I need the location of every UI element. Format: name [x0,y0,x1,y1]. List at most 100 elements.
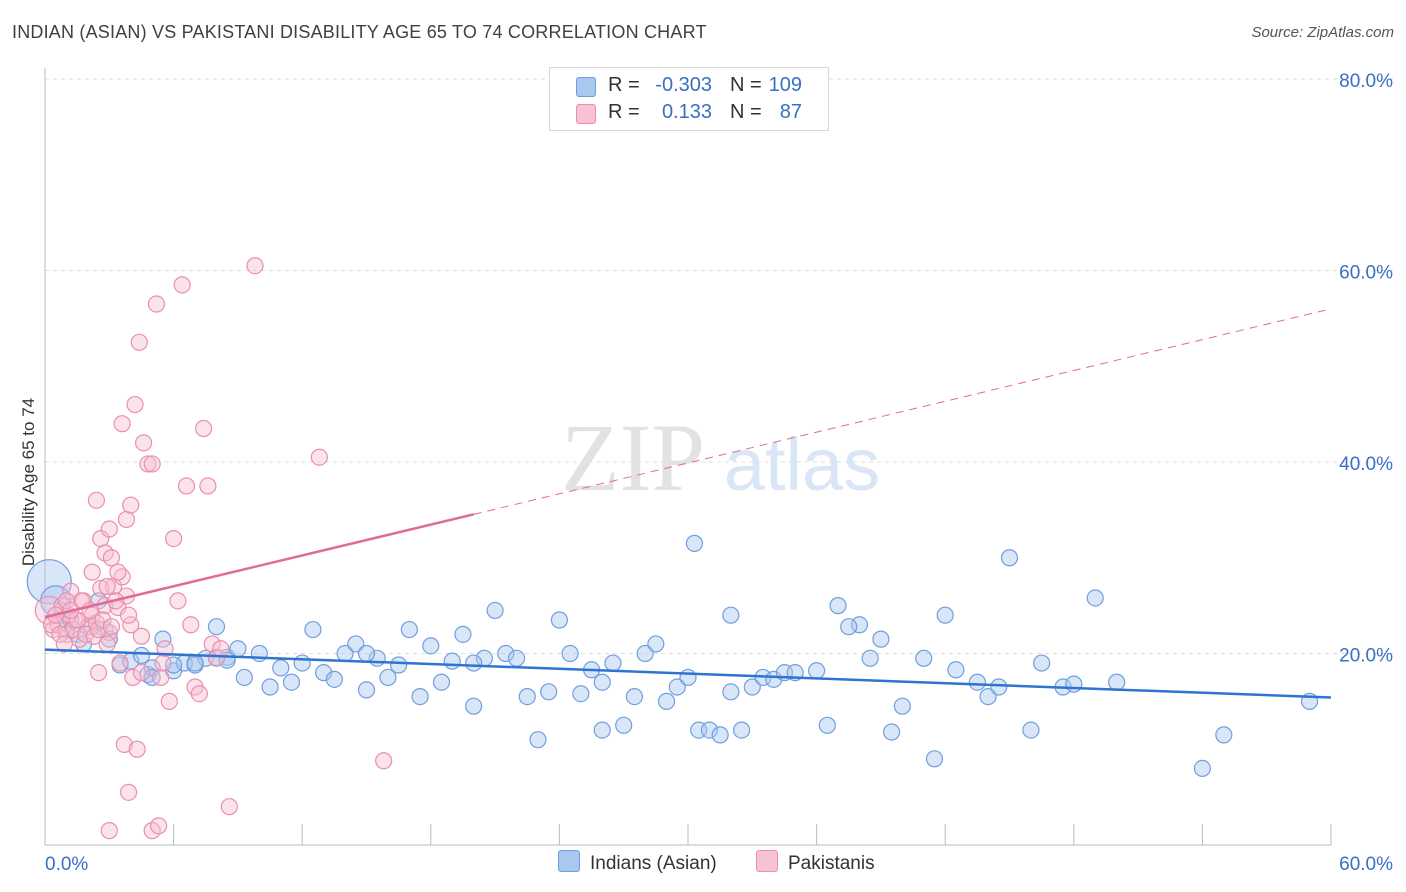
point-indians [379,668,397,687]
point-indians [1215,726,1233,744]
point-pakistanis [89,620,108,639]
point-indians [947,661,965,679]
bottom-legend-indians: Indians (Asian) [558,850,717,875]
legend: R = -0.303 N = 109 R = 0.133 N = 87 [549,67,829,131]
point-indians [1000,549,1019,567]
axis-layer [44,68,1332,846]
point-pakistanis [207,649,226,667]
point-indians [304,620,322,639]
point-pakistanis [102,549,121,567]
bottom-legend-pakistanis: Pakistanis [756,850,875,875]
bottom-legend-label-indians: Indians (Asian) [590,853,717,874]
point-pakistanis [62,582,80,600]
point-indians [807,662,826,680]
point-pakistanis [98,577,116,596]
point-pakistanis [310,448,328,466]
point-pakistanis [212,640,230,658]
legend-n-value: 87 [779,101,802,123]
point-pakistanis [375,752,393,770]
point-pakistanis [147,295,166,313]
watermark-atlas: atlas [724,423,880,506]
point-indians [593,721,611,739]
point-indians [722,683,740,701]
trend-line-pakistanis-dashed [473,308,1332,515]
point-indians [357,681,376,699]
point-pakistanis [177,477,196,495]
point-indians [261,678,279,696]
x-tick-label: 0.0% [45,854,88,875]
y-tick-label: 20.0% [1339,646,1393,667]
point-indians [615,716,633,734]
point-pakistanis [182,616,200,634]
point-indians [143,659,161,677]
point-pakistanis [92,579,110,597]
point-pakistanis [87,491,106,509]
point-indians [893,697,911,715]
point-pakistanis [109,563,127,581]
point-pakistanis [117,510,136,529]
point-indians [711,726,729,744]
point-indians [229,640,247,658]
point-pakistanis [152,668,170,687]
point-indians [529,731,547,749]
point-indians [132,646,151,665]
point-indians [636,644,654,663]
point-pakistanis [122,496,140,514]
y-axis-label: Disability Age 65 to 74 [19,398,38,566]
point-indians [593,673,611,691]
point-pakistanis [199,477,217,495]
point-indians [685,534,704,552]
point-pakistanis [156,640,174,658]
point-indians [840,618,858,636]
trend-line-pakistanis-solid [44,513,474,619]
point-indians [422,637,440,655]
point-indians [282,673,301,691]
point-pakistanis [165,529,183,548]
point-indians [1108,673,1126,691]
points-layer [26,257,1319,840]
point-pakistanis [102,618,121,636]
point-indians [732,721,751,739]
point-pakistanis [98,635,116,653]
point-indians [850,616,869,634]
point-pakistanis [94,611,112,629]
point-pakistanis [64,620,82,639]
point-indians [968,673,986,691]
point-indians [26,559,72,605]
point-indians [207,618,226,636]
grid-layer [45,78,1393,654]
point-indians [915,649,933,667]
point-pakistanis [111,654,129,672]
point-indians [979,687,997,706]
legend-swatch-indians [576,77,596,97]
point-indians [829,597,847,615]
point-indians [518,687,536,706]
point-indians [604,654,622,672]
point-pakistanis [173,276,191,294]
y-tick-label: 80.0% [1339,71,1393,92]
point-indians [454,625,472,643]
source-label: Source: ZipAtlas.com [1251,24,1394,41]
y-tick-label: 40.0% [1339,454,1393,475]
point-pakistanis [55,635,73,653]
bottom-legend-swatch-pakistanis [756,850,778,872]
point-indians [936,606,954,624]
point-indians [550,611,569,629]
watermark-zip: ZIP [561,404,705,511]
legend-r-value: 0.133 [661,101,712,123]
legend-n-value: 109 [768,74,802,96]
point-indians [572,685,590,703]
point-pakistanis [115,735,133,754]
legend-n-label: N = [730,74,762,96]
point-indians [235,668,253,687]
point-pakistanis [89,664,108,682]
point-pakistanis [113,415,131,433]
point-indians [625,687,644,706]
y-tick-label: 60.0% [1339,263,1393,284]
point-indians [722,606,740,624]
bottom-legend-label-pakistanis: Pakistanis [788,853,875,874]
point-indians [647,635,665,653]
point-pakistanis [51,625,69,643]
point-pakistanis [139,455,157,473]
